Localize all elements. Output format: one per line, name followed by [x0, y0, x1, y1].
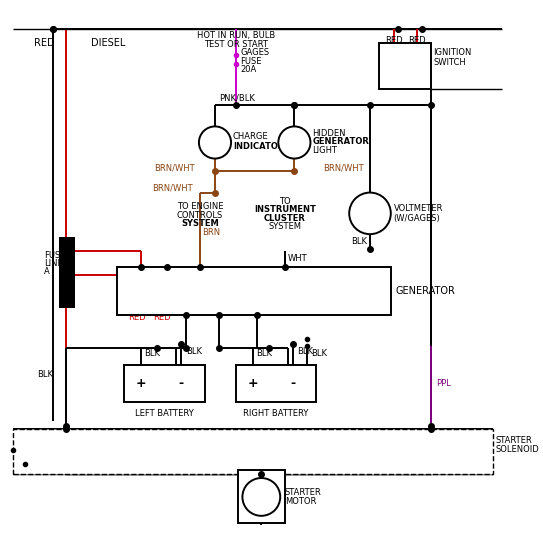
- Circle shape: [199, 127, 231, 159]
- Text: LINK: LINK: [44, 259, 63, 268]
- Text: BLK: BLK: [186, 347, 201, 356]
- Text: IGNITION: IGNITION: [433, 48, 472, 57]
- Text: -: -: [290, 377, 295, 390]
- Circle shape: [242, 478, 280, 516]
- Text: M: M: [258, 493, 265, 501]
- Text: A: A: [44, 267, 49, 275]
- Text: VOLTMETER: VOLTMETER: [394, 204, 443, 213]
- Bar: [380, 43, 432, 89]
- Text: TO ENGINE: TO ENGINE: [176, 202, 223, 211]
- Text: CLUSTER: CLUSTER: [264, 213, 306, 223]
- Text: CHARGE: CHARGE: [233, 132, 269, 141]
- Text: CONTROLS: CONTROLS: [177, 211, 223, 220]
- Bar: [12, 429, 493, 474]
- Text: SOLENOID: SOLENOID: [496, 445, 539, 454]
- Text: FUSE: FUSE: [44, 251, 65, 261]
- Text: INDICATOR: INDICATOR: [233, 142, 285, 151]
- Text: BRN/WHT: BRN/WHT: [155, 163, 195, 173]
- Circle shape: [279, 127, 311, 159]
- Circle shape: [349, 193, 391, 234]
- Text: SYSTEM: SYSTEM: [268, 222, 301, 231]
- Text: DIESEL: DIESEL: [91, 38, 125, 48]
- Text: GAGES: GAGES: [241, 48, 270, 57]
- Text: RED: RED: [34, 38, 55, 48]
- Text: +: +: [248, 377, 258, 390]
- Bar: [117, 267, 391, 314]
- Text: BLK: BLK: [37, 370, 53, 378]
- Text: 20A: 20A: [241, 65, 257, 74]
- Text: e: e: [292, 138, 297, 147]
- Text: WHT: WHT: [288, 254, 307, 263]
- Text: SWITCH: SWITCH: [433, 58, 466, 67]
- Text: BRN/WHT: BRN/WHT: [151, 184, 192, 192]
- Text: PPL: PPL: [436, 379, 451, 388]
- Text: BRN/WHT: BRN/WHT: [323, 163, 363, 173]
- Text: GENERATOR: GENERATOR: [395, 286, 456, 296]
- Text: -: -: [179, 377, 184, 390]
- Text: GENERATOR: GENERATOR: [312, 137, 369, 146]
- Text: SYSTEM: SYSTEM: [181, 219, 219, 228]
- Text: LIGHT: LIGHT: [312, 146, 337, 155]
- Text: RED: RED: [128, 313, 146, 322]
- Bar: [124, 364, 205, 402]
- Text: PNK/BLK: PNK/BLK: [219, 93, 255, 103]
- Text: RED: RED: [385, 36, 402, 45]
- Text: +: +: [136, 377, 147, 390]
- Text: LEFT BATTERY: LEFT BATTERY: [135, 409, 193, 418]
- Text: INSTRUMENT: INSTRUMENT: [254, 205, 316, 214]
- Text: RED: RED: [153, 313, 171, 322]
- Text: HIDDEN: HIDDEN: [312, 129, 346, 137]
- Bar: [59, 237, 75, 308]
- Text: (W/GAGES): (W/GAGES): [394, 213, 440, 223]
- Text: MOTOR: MOTOR: [285, 497, 317, 506]
- Text: BRN: BRN: [202, 228, 220, 237]
- Text: RIGHT BATTERY: RIGHT BATTERY: [243, 409, 308, 418]
- Text: BLK: BLK: [256, 349, 272, 358]
- Text: FUSE: FUSE: [241, 56, 262, 66]
- Text: e: e: [212, 138, 218, 147]
- Text: BLK: BLK: [351, 237, 367, 246]
- Text: BLK: BLK: [297, 347, 313, 356]
- Text: RED: RED: [408, 36, 426, 45]
- Bar: [236, 364, 316, 402]
- Text: TEST OR START: TEST OR START: [204, 40, 268, 49]
- Text: STARTER: STARTER: [285, 488, 321, 497]
- Text: HOT IN RUN, BULB: HOT IN RUN, BULB: [197, 31, 275, 40]
- Text: STARTER: STARTER: [496, 435, 533, 445]
- Bar: [238, 470, 285, 523]
- Text: BLK: BLK: [311, 349, 327, 358]
- Text: TO: TO: [279, 197, 291, 206]
- Text: BLK: BLK: [144, 349, 161, 358]
